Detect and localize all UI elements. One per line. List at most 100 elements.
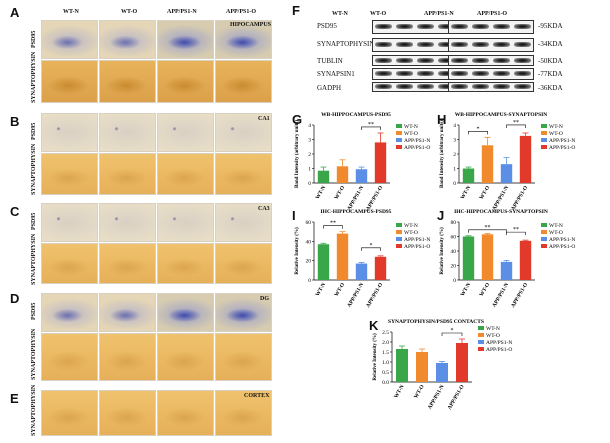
ihc-tile-a-syn-appo [215,60,272,103]
bar [416,352,428,382]
legend-swatch [541,244,547,248]
legend-label: WT-N [549,223,563,229]
legend-label: APP/PS1-N [404,237,430,243]
wb-blot-strip [448,55,534,66]
significance-bracket [323,225,343,229]
legend-label: WT-N [404,223,418,229]
legend-label: WT-O [486,333,500,339]
wb-protein-label: SYNAPSIN1 [317,70,355,78]
legend-label: APP/PS1-N [404,138,430,144]
y-tick-label: 60 [451,235,457,241]
bar [481,234,494,280]
ihc-tile-c-syn-wtn [41,243,98,284]
y-tick-label: 3 [453,138,456,144]
legend-swatch [541,138,547,142]
wb-band [375,71,392,76]
legend-swatch [541,145,547,149]
ihc-col-header: WT-O [121,9,138,15]
x-tick-label: APP/PS1-N [491,282,510,309]
wb-band [417,24,434,29]
y-tick-label: 4 [453,123,456,129]
legend-swatch [541,124,547,128]
ihc-tile-c-syn-appn [157,243,214,284]
legend-swatch [396,124,402,128]
x-tick-label: WT-N [315,282,327,298]
bar [519,240,532,280]
y-tick-label: 0.5 [382,370,389,376]
ihc-col-header: WT-N [63,9,79,15]
ihc-tile-b-psd95-appo [215,113,272,152]
chart-title: WB-HIPPOCAMPUS-PSD95 [321,112,391,118]
wb-band [493,24,510,29]
ihc-col-header: APP/PS1-O [226,9,256,15]
ihc-tile-a-syn-wtn [41,60,98,103]
significance-marker: * [477,126,480,132]
wb-col-header: WT-O [370,11,387,17]
wb-size-label: -34KDA [538,40,563,48]
legend-label: WT-N [404,124,418,130]
wb-blot-strip [448,68,534,80]
legend-swatch [396,138,402,142]
significance-bracket [468,229,507,233]
wb-band [472,71,489,76]
y-tick-label: 0 [453,278,456,284]
wb-size-label: -50KDA [538,57,563,65]
significance-marker: ** [513,227,519,233]
wb-band [493,57,510,63]
wb-band [396,24,413,29]
y-tick-label: 80 [451,220,457,226]
y-tick-label: 20 [306,259,312,265]
legend-label: APP/PS1-O [404,244,430,250]
x-tick-label: WT-N [393,384,405,400]
ihc-tile-e-syn-wtn [41,390,98,436]
ihc-tile-b-psd95-wto [99,113,156,152]
panel-letter-c: C [10,204,20,219]
legend-label: APP/PS1-O [486,347,512,353]
x-tick-label: APP/PS1-O [365,184,384,211]
x-tick-label: APP/PS1-N [491,185,510,212]
wb-band [375,24,392,29]
wb-col-header: APP/PS1-O [477,11,507,17]
chart-title: IHC-HIPPOCAMPUS-PSD95 [321,209,392,215]
x-tick-label: WT-O [479,184,492,200]
ihc-tile-e-syn-appn [157,390,214,436]
bar [500,261,513,280]
y-tick-label: 2.0 [382,340,389,346]
y-tick-label: 2.5 [382,330,389,336]
y-tick-label: 0 [308,181,311,187]
wb-col-header: WT-N [332,11,348,17]
wb-protein-label: PSD95 [317,22,337,30]
wb-band [375,42,392,47]
ihc-tile-c-psd95-appo [215,203,272,242]
legend-swatch [478,347,484,351]
panel-letter-i: I [292,208,296,223]
significance-bracket [361,247,381,251]
bar [317,244,330,280]
x-tick-label: APP/PS1-O [447,383,466,410]
legend-swatch [478,340,484,344]
significance-marker: ** [513,120,519,126]
ihc-region-label: DG [260,296,269,302]
wb-band [451,57,468,63]
y-tick-label: 0 [453,181,456,187]
bar [519,135,532,183]
wb-band [493,84,510,89]
wb-size-label: -77KDA [538,70,563,78]
y-tick-label: 1 [308,167,311,173]
y-tick-label: 0 [308,278,311,284]
ihc-col-header: APP/PS1-N [167,9,197,15]
significance-marker: * [451,328,454,334]
bar [336,166,349,183]
x-tick-label: APP/PS1-O [510,184,529,211]
wb-band [451,24,468,29]
ihc-tile-e-syn-wto [99,390,156,436]
wb-band [417,71,434,76]
wb-band [375,84,392,89]
y-axis-label: Relative Intensity (%) [373,333,378,381]
significance-marker: ** [368,122,374,128]
significance-bracket [506,231,526,236]
y-tick-label: 2 [453,152,456,158]
legend-swatch [396,230,402,234]
x-tick-label: APP/PS1-O [365,281,384,308]
